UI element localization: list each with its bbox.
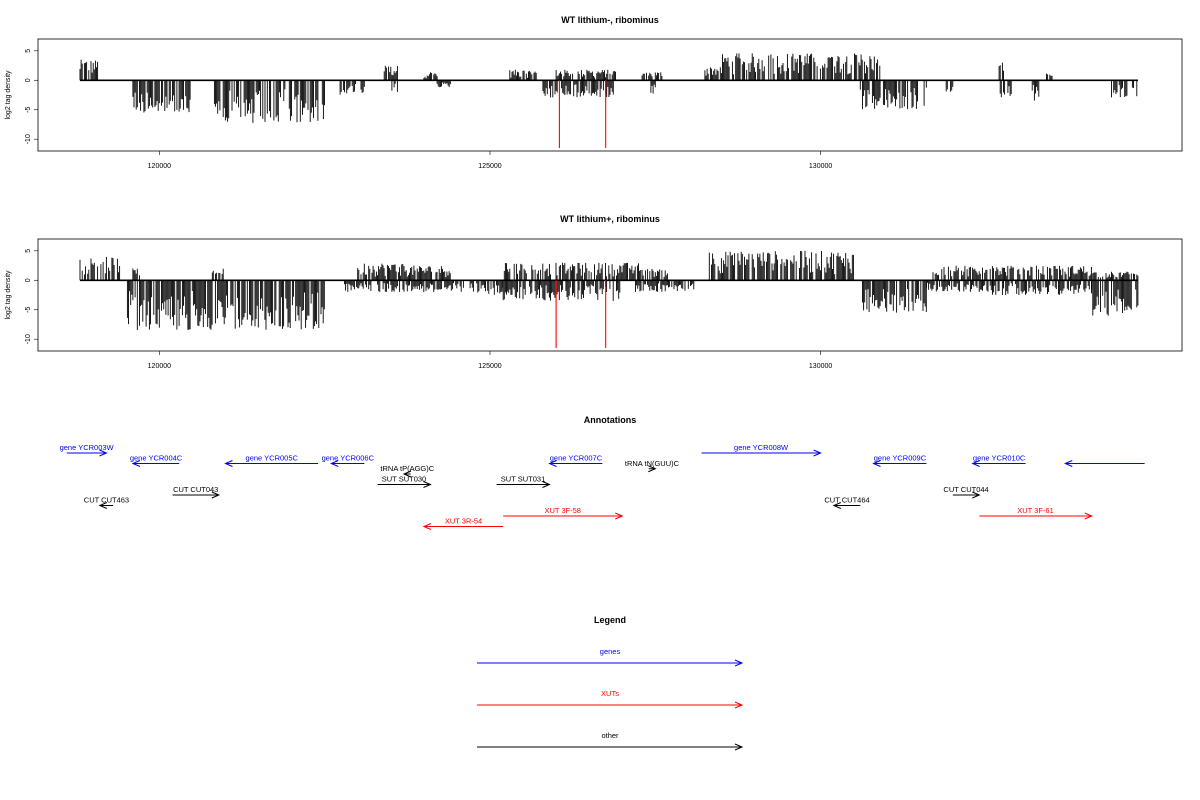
y-tick-label: 0 [25,278,32,282]
density-bars [79,53,1138,123]
arrow-head [813,449,822,457]
feature-label: tRNA tP(AGG)C [380,464,434,473]
arrow-head [1084,512,1093,520]
feature-sut-sut030: SUT SUT030 [377,475,432,488]
feature-cut-cut463: CUT CUT463 [84,496,129,509]
arrow-head [832,502,842,509]
plot-frame [37,38,1183,152]
plot-frame [37,238,1183,352]
feature-label: gene YCR008W [734,443,789,452]
feature-gene-ycr003w: gene YCR003W [60,443,115,457]
arrow-head [423,481,432,488]
feature-xut-3f-58: XUT 3F-58 [503,506,624,520]
legend-title: Legend [594,615,626,625]
feature-cut-cut044: CUT CUT044 [943,485,989,499]
x-tick-label: 130000 [809,363,832,370]
feature-label: XUT 3F-58 [544,506,581,515]
arrow-head [648,465,657,473]
arrow-head [330,460,339,467]
y-tick-label: -10 [25,334,32,344]
arrow-head [972,491,981,499]
feature-label: XUT 3F-61 [1017,506,1054,515]
feature-label: CUT CUT464 [824,496,869,505]
panel-title: WT lithium-, ribominus [561,15,659,25]
feature-gene-ycr004c: gene YCR004C [130,454,183,467]
feature-gene-ycr006c: gene YCR006C [322,454,375,467]
feature-label: CUT CUT463 [84,496,129,505]
y-tick-label: 5 [25,249,32,253]
arrow-head [615,512,624,520]
arrow-head [542,481,551,488]
legend-item-xuts: XUTs [477,689,744,709]
y-tick-label: -10 [25,134,32,144]
feature-label: gene YCR003W [60,443,115,452]
arrow-head [971,460,980,467]
arrow-head [98,502,108,509]
arrow-head [1063,460,1073,467]
legend: Legend genes XUTs other [477,615,744,751]
feature-gene-ycr005c: gene YCR005C [224,454,319,467]
feature-label: gene YCR009C [874,454,927,463]
x-tick-label: 125000 [478,163,501,170]
x-tick-label: 120000 [148,163,171,170]
y-axis-label: log2 tag density [5,270,12,320]
x-tick-label: 130000 [809,163,832,170]
arrow-head [872,460,881,467]
y-axis-label: log2 tag density [5,70,12,120]
density-bars [79,250,1139,331]
y-tick-label: -5 [25,307,32,313]
arrow-head [734,701,744,709]
legend-label: genes [600,647,621,656]
feature-label: XUT 3R-54 [445,517,482,526]
arrow-head [734,659,744,667]
arrow-head [224,460,233,467]
arrow-head [131,460,141,467]
feature-cut-cut043: CUT CUT043 [172,485,221,499]
feature-trna-tp-agg-c: tRNA tP(AGG)C [380,464,435,478]
y-tick-label: 5 [25,49,32,53]
feature-unlabeled [1063,460,1145,467]
feature-label: gene YCR007C [550,454,603,463]
y-tick-label: -5 [25,107,32,113]
feature-trna-tn-guu-c: tRNA tN(GUU)C [625,459,680,473]
feature-label: SUT SUT031 [501,475,545,484]
x-tick-label: 125000 [478,363,501,370]
feature-label: gene YCR004C [130,454,183,463]
legend-label: XUTs [601,689,619,698]
track-panel-lithium-plus: WT lithium+, ribominus log2 tag density … [5,214,1183,370]
annotations-title: Annotations [584,415,637,425]
feature-gene-ycr008w: gene YCR008W [701,443,822,457]
legend-item-genes: genes [477,647,744,667]
arrow-head [211,491,221,499]
feature-label: CUT CUT044 [943,485,988,494]
arrow-head [548,460,557,467]
feature-gene-ycr009c: gene YCR009C [872,454,927,467]
feature-gene-ycr010c: gene YCR010C [971,454,1026,467]
feature-xut-3r-54: XUT 3R-54 [422,517,504,530]
feature-label: tRNA tN(GUU)C [625,459,680,468]
arrow-head [99,449,108,457]
feature-xut-3f-61: XUT 3F-61 [979,506,1093,520]
feature-label: gene YCR006C [322,454,375,463]
arrow-head [422,523,432,530]
feature-label: CUT CUT043 [173,485,218,494]
annotation-track: Annotations gene YCR003W gene YCR004C gene… [60,415,1145,530]
x-tick-label: 120000 [148,363,171,370]
arrow-head [734,743,744,751]
feature-sut-sut031: SUT SUT031 [496,475,551,488]
panel-title: WT lithium+, ribominus [560,214,660,224]
feature-label: SUT SUT030 [382,475,426,484]
legend-label: other [601,731,619,740]
feature-label: gene YCR005C [246,454,299,463]
y-tick-label: 0 [25,78,32,82]
feature-cut-cut464: CUT CUT464 [824,496,870,509]
feature-gene-ycr007c: gene YCR007C [548,454,603,467]
feature-label: gene YCR010C [973,454,1026,463]
legend-item-other: other [477,731,744,751]
arrow-head [402,470,412,478]
track-panel-lithium-minus: WT lithium-, ribominus log2 tag density … [5,15,1183,170]
